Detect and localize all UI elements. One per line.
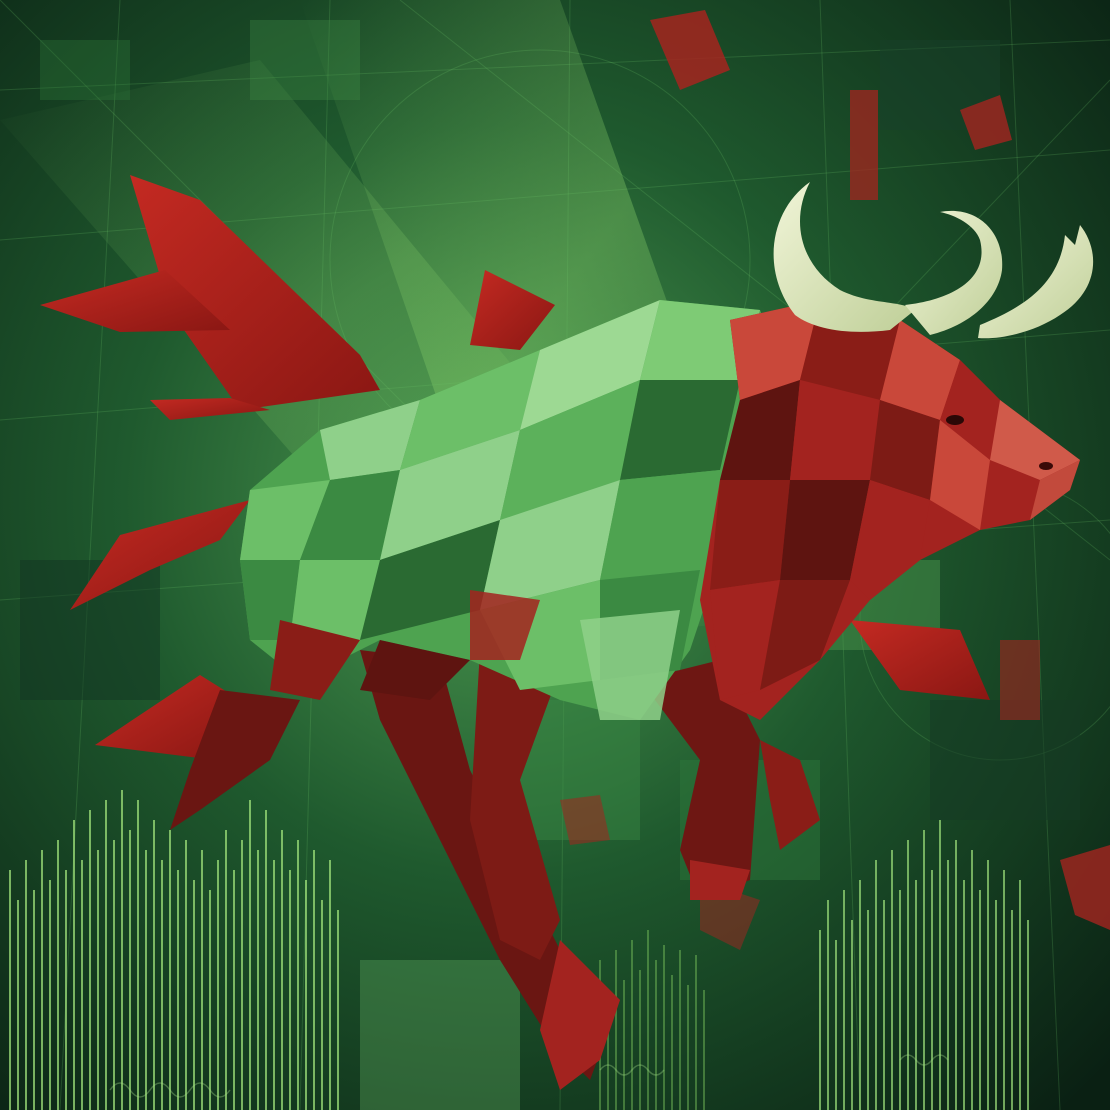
- bull: [170, 182, 1094, 1090]
- bull-head: [700, 300, 1080, 720]
- red-shards: [40, 175, 990, 760]
- background-red-accents: [560, 10, 1110, 950]
- bull-body: [240, 300, 780, 720]
- bull-nostril: [1039, 462, 1053, 470]
- chart-bars-right: [819, 820, 1029, 1110]
- bull-eye: [946, 415, 964, 425]
- bull-horns: [773, 182, 1094, 339]
- background-scribbles: [109, 1054, 949, 1098]
- chart-bars-left: [9, 790, 339, 1110]
- bull-legs: [170, 650, 820, 1090]
- chart-bars-center: [599, 930, 705, 1110]
